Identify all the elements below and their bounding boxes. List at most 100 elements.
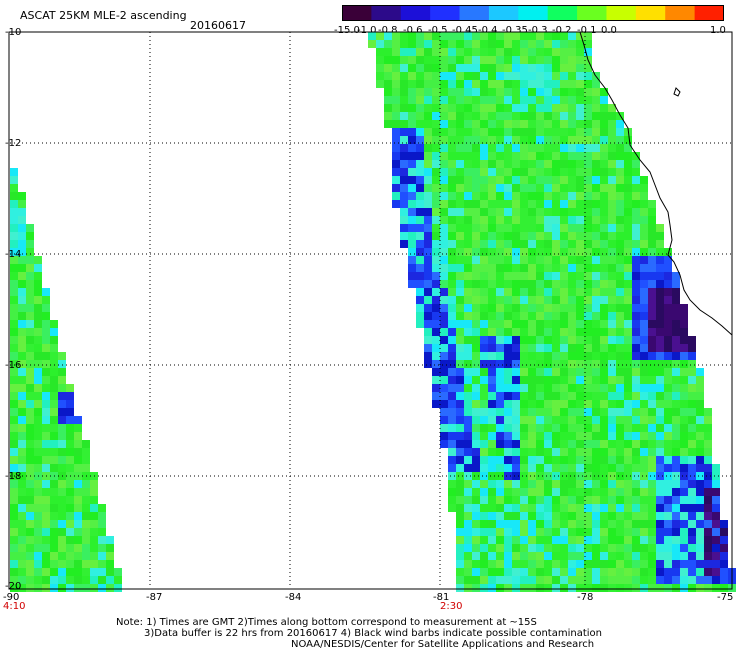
- data-cell: [536, 48, 544, 56]
- data-cell: [568, 520, 576, 528]
- data-cell: [42, 552, 50, 560]
- data-cell: [536, 384, 544, 392]
- data-cell: [552, 328, 560, 336]
- data-cell: [576, 208, 584, 216]
- data-cell: [472, 536, 480, 544]
- data-cell: [576, 568, 584, 576]
- data-cell: [98, 528, 106, 536]
- data-cell: [544, 72, 552, 80]
- data-cell: [456, 448, 464, 456]
- data-cell: [456, 256, 464, 264]
- data-cell: [58, 520, 66, 528]
- data-cell: [480, 56, 488, 64]
- data-cell: [18, 424, 26, 432]
- data-cell: [58, 408, 66, 416]
- data-cell: [432, 128, 440, 136]
- data-cell: [544, 256, 552, 264]
- data-cell: [42, 488, 50, 496]
- data-cell: [648, 320, 656, 328]
- data-cell: [392, 160, 400, 168]
- data-cell: [448, 304, 456, 312]
- data-cell: [456, 136, 464, 144]
- data-cell: [416, 80, 424, 88]
- data-cell: [648, 376, 656, 384]
- data-cell: [544, 560, 552, 568]
- data-cell: [648, 424, 656, 432]
- data-cell: [576, 432, 584, 440]
- data-cell: [480, 552, 488, 560]
- data-cell: [576, 304, 584, 312]
- data-cell: [424, 192, 432, 200]
- data-cell: [608, 464, 616, 472]
- data-cell: [66, 544, 74, 552]
- data-cell: [568, 296, 576, 304]
- data-cell: [42, 528, 50, 536]
- data-cell: [488, 368, 496, 376]
- data-cell: [616, 400, 624, 408]
- data-cell: [568, 200, 576, 208]
- data-cell: [560, 288, 568, 296]
- data-cell: [464, 296, 472, 304]
- data-cell: [560, 480, 568, 488]
- data-cell: [480, 304, 488, 312]
- data-cell: [512, 232, 520, 240]
- data-cell: [656, 456, 664, 464]
- data-cell: [544, 176, 552, 184]
- data-cell: [480, 432, 488, 440]
- data-cell: [584, 96, 592, 104]
- data-cell: [504, 152, 512, 160]
- data-cell: [600, 96, 608, 104]
- data-cell: [10, 320, 18, 328]
- data-cell: [464, 336, 472, 344]
- data-cell: [448, 240, 456, 248]
- data-cell: [632, 568, 640, 576]
- data-cell: [584, 216, 592, 224]
- data-cell: [560, 408, 568, 416]
- data-cell: [472, 104, 480, 112]
- data-cell: [520, 480, 528, 488]
- data-cell: [528, 304, 536, 312]
- data-cell: [568, 328, 576, 336]
- data-cell: [592, 368, 600, 376]
- data-cell: [680, 536, 688, 544]
- data-cell: [584, 176, 592, 184]
- data-cell: [464, 472, 472, 480]
- data-cell: [488, 64, 496, 72]
- data-cell: [624, 408, 632, 416]
- data-cell: [464, 152, 472, 160]
- data-cell: [512, 208, 520, 216]
- data-cell: [424, 216, 432, 224]
- lon-label-75: -75: [717, 592, 734, 603]
- data-cell: [640, 368, 648, 376]
- data-cell: [456, 336, 464, 344]
- data-cell: [504, 32, 512, 40]
- data-cell: [504, 496, 512, 504]
- data-cell: [560, 152, 568, 160]
- data-cell: [552, 192, 560, 200]
- data-cell: [552, 72, 560, 80]
- data-cell: [464, 552, 472, 560]
- data-cell: [592, 488, 600, 496]
- data-cell: [520, 128, 528, 136]
- data-cell: [58, 392, 66, 400]
- data-cell: [416, 96, 424, 104]
- data-cell: [520, 456, 528, 464]
- data-cell: [624, 480, 632, 488]
- data-cell: [616, 248, 624, 256]
- data-cell: [34, 336, 42, 344]
- data-cell: [608, 216, 616, 224]
- data-cell: [18, 352, 26, 360]
- data-cell: [90, 504, 98, 512]
- data-cell: [576, 80, 584, 88]
- data-cell: [456, 360, 464, 368]
- data-cell: [568, 272, 576, 280]
- data-cell: [552, 184, 560, 192]
- data-cell: [480, 296, 488, 304]
- data-cell: [624, 272, 632, 280]
- data-cell: [432, 72, 440, 80]
- data-cell: [496, 248, 504, 256]
- data-cell: [496, 240, 504, 248]
- data-cell: [624, 312, 632, 320]
- data-cell: [10, 392, 18, 400]
- data-cell: [448, 224, 456, 232]
